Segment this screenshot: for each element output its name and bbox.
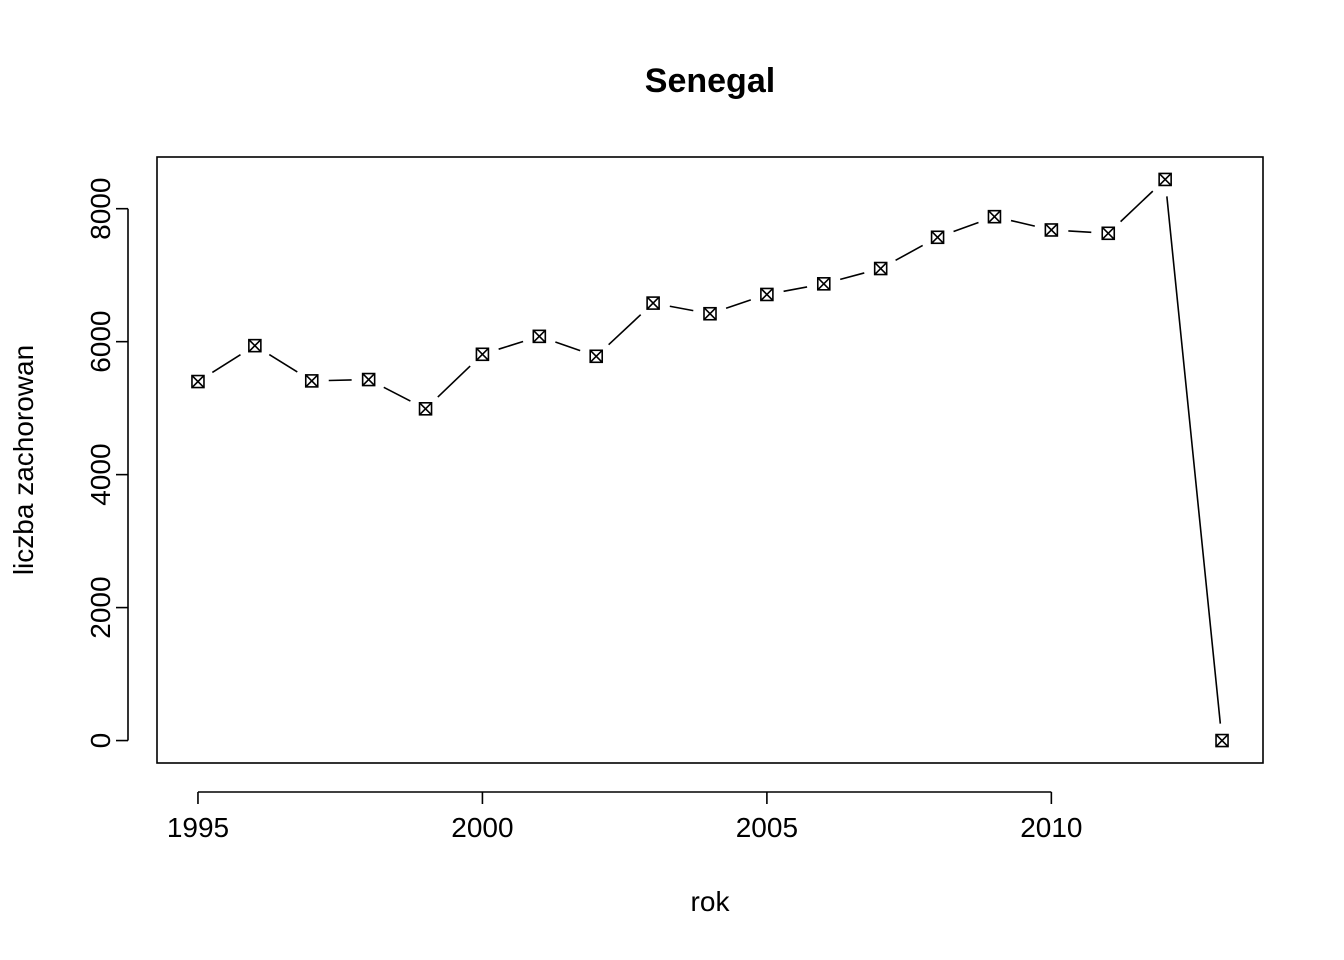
data-point [987,209,1002,224]
data-point [816,277,831,291]
series-segment [328,379,352,382]
series-segment [211,354,241,374]
data-point [930,230,945,245]
series-segment [725,299,752,310]
data-point [703,306,717,321]
data-point [1215,733,1229,748]
y-tick-label: 2000 [85,576,116,638]
x-tick-label: 1995 [167,812,229,843]
data-point [1101,226,1116,241]
y-tick-label: 0 [85,733,116,749]
series-segment [268,353,298,373]
series-segment [953,221,979,233]
series-segment [1010,219,1035,227]
data-point [475,347,490,362]
series-segment [669,305,694,312]
series-segment [608,314,642,346]
data-point [873,261,888,276]
data-point [646,296,660,310]
data-point [418,402,433,416]
x-tick-label: 2005 [736,812,798,843]
y-tick-label: 6000 [85,311,116,373]
data-point [304,374,319,388]
data-point [1044,223,1059,237]
plot-frame [156,156,1264,764]
series-group [191,172,1229,748]
y-axis-label: liczba zachorowan [8,345,39,575]
chart-title: Senegal [645,62,775,100]
x-axis: 1995 2000 2005 2010 [167,791,1083,843]
y-axis: 0 2000 4000 6000 8000 [85,178,129,749]
series-segment [383,386,411,402]
series-segment [839,272,865,281]
series-segment [498,340,524,350]
data-point [191,374,205,389]
data-point [248,338,262,353]
data-point [1158,172,1172,187]
y-tick-label: 8000 [85,178,116,240]
series-segment [1166,196,1222,724]
series-segment [437,365,471,398]
series-segment [1120,190,1154,223]
y-tick-label: 4000 [85,443,116,505]
x-axis-label: rok [691,886,731,917]
data-point [760,287,774,302]
series-segment [555,341,581,352]
x-tick-label: 2010 [1020,812,1082,843]
data-point [361,372,376,387]
x-tick-label: 2000 [451,812,513,843]
series-segment [1068,230,1092,234]
series-segment [895,244,924,262]
data-point [532,329,547,344]
data-point [589,349,604,364]
series-segment [783,286,808,293]
